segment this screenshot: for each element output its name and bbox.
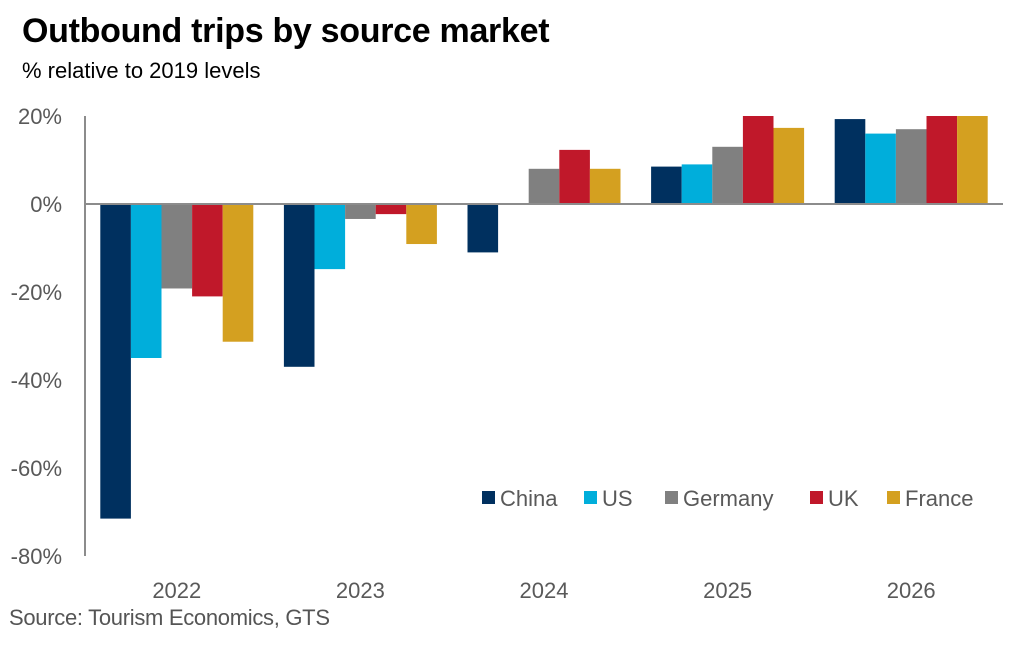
x-tick-label: 2024 xyxy=(520,578,569,603)
bar-us-2023 xyxy=(314,204,346,270)
source-note: Source: Tourism Economics, GTS xyxy=(9,605,330,630)
bar-germany-2023 xyxy=(345,204,376,219)
bar-france-2024 xyxy=(589,168,621,204)
legend-label: US xyxy=(602,486,633,511)
x-tick-labels: 2022 2023 2024 2025 2026 xyxy=(152,578,935,603)
bar-china-2024 xyxy=(467,204,499,253)
bar-germany-2025 xyxy=(712,146,743,204)
bar-uk-2023 xyxy=(375,204,407,215)
bar-us-2026 xyxy=(865,133,896,204)
bar-germany-2026 xyxy=(895,129,927,204)
bar-china-2026 xyxy=(834,119,866,204)
legend-label: UK xyxy=(828,486,859,511)
legend-item-germany: Germany xyxy=(665,486,773,511)
bar-china-2022 xyxy=(100,204,131,519)
y-tick-label: 0% xyxy=(30,192,62,217)
bar-uk-2022 xyxy=(192,204,223,297)
bar-france-2023 xyxy=(406,204,437,245)
legend-label: Germany xyxy=(683,486,773,511)
bar-us-2025 xyxy=(681,164,713,204)
legend-item-france: France xyxy=(887,486,973,511)
legend-swatch xyxy=(810,491,823,504)
legend-swatch xyxy=(887,491,900,504)
y-tick-labels: 20% 0% -20% -40% -60% -80% xyxy=(11,104,62,569)
bar-france-2026 xyxy=(957,116,988,204)
chart-subtitle: % relative to 2019 levels xyxy=(22,58,261,83)
legend-label: China xyxy=(500,486,558,511)
y-tick-label: -80% xyxy=(11,544,62,569)
legend-swatch xyxy=(584,491,597,504)
bars-group xyxy=(100,116,988,519)
bar-uk-2024 xyxy=(559,149,590,204)
bar-france-2025 xyxy=(773,127,805,204)
bar-germany-2024 xyxy=(528,168,560,204)
y-tick-label: -60% xyxy=(11,456,62,481)
bar-us-2022 xyxy=(130,204,162,358)
chart-title: Outbound trips by source market xyxy=(22,12,550,50)
legend-item-china: China xyxy=(482,486,558,511)
bar-china-2025 xyxy=(651,166,682,204)
legend-label: France xyxy=(905,486,973,511)
legend-swatch xyxy=(482,491,495,504)
y-tick-label: -40% xyxy=(11,368,62,393)
legend-swatch xyxy=(665,491,678,504)
x-tick-label: 2025 xyxy=(703,578,752,603)
bar-uk-2026 xyxy=(926,116,958,204)
y-tick-label: 20% xyxy=(18,104,62,129)
legend-item-uk: UK xyxy=(810,486,859,511)
x-tick-label: 2023 xyxy=(336,578,385,603)
x-tick-label: 2022 xyxy=(152,578,201,603)
x-tick-label: 2026 xyxy=(887,578,936,603)
bar-germany-2022 xyxy=(161,204,193,289)
bar-china-2023 xyxy=(283,204,315,367)
bar-uk-2025 xyxy=(742,116,774,204)
y-tick-label: -20% xyxy=(11,280,62,305)
legend: China US Germany UK France xyxy=(482,486,973,511)
bar-france-2022 xyxy=(222,204,254,342)
legend-item-us: US xyxy=(584,486,633,511)
